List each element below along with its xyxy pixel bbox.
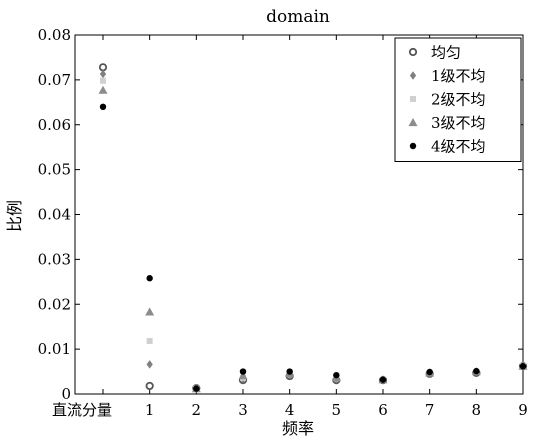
- data-point: [473, 367, 480, 375]
- data-point: [98, 63, 108, 72]
- legend-marker: [410, 96, 416, 102]
- data-point: [145, 381, 154, 391]
- y-tick-label: 0.05: [38, 161, 71, 179]
- y-tick-label: 0.03: [38, 250, 71, 268]
- legend-marker: [408, 47, 418, 57]
- data-point: [333, 371, 340, 379]
- x-tick-label: 9: [518, 401, 528, 419]
- data-point: [238, 371, 248, 380]
- y-tick-label: 0.07: [38, 71, 71, 89]
- data-point: [379, 376, 387, 383]
- chart-title: domain: [266, 7, 330, 27]
- legend: 均匀 1级不均 2级不均 3级不均 4级不均: [394, 37, 522, 162]
- data-marks: [98, 63, 528, 393]
- y-tick-label: 0: [61, 385, 71, 403]
- legend-label: 均匀: [431, 44, 461, 62]
- legend-label: 2级不均: [431, 91, 486, 109]
- x-tick-label: 2: [192, 401, 202, 419]
- data-point: [100, 77, 106, 84]
- axes-group: 0 0.01 0.02 0.03 0.04 0.05 0.06 0.07 0.08 直流分量 1 2 3…: [38, 26, 528, 419]
- legend-marker: [409, 142, 417, 150]
- x-tick-label: 6: [378, 401, 388, 419]
- y-axis-title: 比例: [5, 200, 24, 232]
- y-tick-label: 0.01: [38, 340, 71, 358]
- data-point: [286, 368, 293, 375]
- data-point: [519, 362, 527, 370]
- data-point: [99, 103, 107, 111]
- data-point: [146, 338, 153, 345]
- x-tick-label: 4: [285, 401, 295, 419]
- legend-marker: [409, 71, 417, 80]
- data-point: [99, 69, 107, 79]
- data-point: [193, 385, 200, 392]
- data-point: [98, 85, 108, 94]
- series-5: [99, 103, 527, 392]
- x-tick-label: 5: [332, 401, 342, 419]
- data-point: [146, 360, 153, 369]
- data-point: [426, 368, 433, 376]
- y-tick-label: 0.02: [38, 295, 71, 313]
- legend-label: 3级不均: [431, 114, 486, 132]
- data-point: [239, 368, 247, 375]
- x-tick-label: 1: [145, 401, 155, 419]
- x-tick-label: 7: [425, 401, 435, 419]
- legend-marker: [408, 118, 418, 127]
- y-tick-label: 0.06: [38, 116, 71, 134]
- x-tick-label: 直流分量: [52, 401, 112, 419]
- y-tick-label: 0.08: [38, 26, 71, 44]
- x-tick-label: 8: [472, 401, 482, 419]
- x-axis-title: 频率: [282, 419, 314, 438]
- x-tick-label: 3: [238, 401, 248, 419]
- data-point: [145, 307, 155, 316]
- legend-label: 4级不均: [431, 138, 486, 156]
- legend-label: 1级不均: [431, 67, 486, 85]
- y-tick-label: 0.04: [38, 206, 71, 224]
- data-point: [146, 275, 153, 282]
